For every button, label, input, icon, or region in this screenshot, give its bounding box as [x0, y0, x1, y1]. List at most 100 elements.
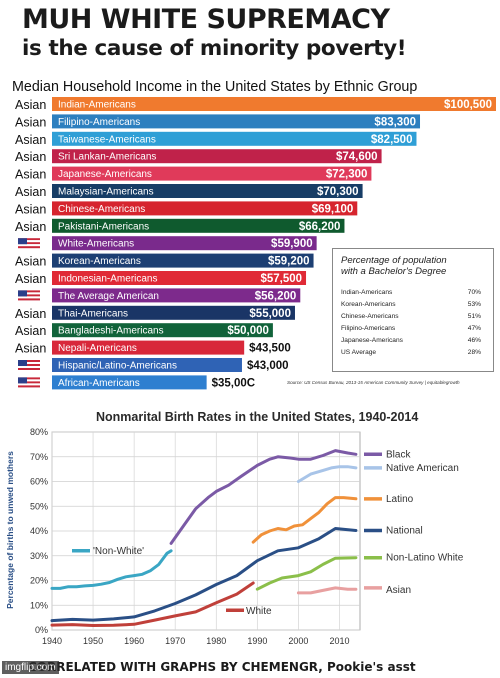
- income-bar: [52, 375, 207, 390]
- income-bar: [52, 305, 295, 320]
- degree-row: Filipino-Americans 47%: [341, 325, 487, 332]
- flag-stripe: [18, 238, 40, 241]
- degree-row-value: 47%: [467, 325, 481, 332]
- income-bar: [52, 288, 301, 303]
- income-bar-prefix: Asian: [15, 220, 46, 234]
- y-axis-label: Percentage of births to unwed mothers: [5, 451, 15, 609]
- income-bar: [52, 323, 273, 338]
- degree-row-label: US Average: [341, 349, 377, 356]
- x-tick-label: 1940: [42, 636, 62, 646]
- income-bar-prefix: Asian: [15, 133, 46, 147]
- meme-title-line-1: MUH WHITE SUPREMACY: [22, 4, 390, 35]
- income-bar-category-label: Korean-Americans: [58, 256, 141, 267]
- flag-stripe: [18, 246, 40, 249]
- y-tick-label: 30%: [30, 551, 48, 561]
- flag-canton: [18, 290, 27, 297]
- degree-row-value: 70%: [467, 289, 481, 296]
- flag-canton: [18, 360, 27, 366]
- income-bar-row: Asian Pakistani-Americans $66,200: [15, 218, 345, 234]
- income-bar-category-label: Japanese-Americans: [58, 169, 152, 180]
- x-tick-label: 2010: [329, 636, 349, 646]
- income-bar-row: Asian Filipino-Americans $83,300: [15, 114, 421, 129]
- income-bar-category-label: Bangladeshi-Americans: [58, 326, 164, 337]
- x-tick-label: 2000: [288, 636, 308, 646]
- flag-stripe: [18, 290, 40, 293]
- y-tick-label: 20%: [30, 576, 48, 586]
- income-bar-value-label: $83,300: [374, 116, 416, 128]
- y-tick-label: 0%: [35, 625, 48, 635]
- income-bar-chart: Asian Indian-Americans $100,500 Asian Filipi…: [15, 97, 496, 390]
- income-bar-row: Asian Thai-Americans $55,000: [15, 305, 295, 321]
- income-bar-value-label: $72,300: [326, 169, 368, 181]
- income-bar-value-label: $70,300: [317, 186, 359, 198]
- degree-row: Japanese-Americans 46%: [341, 337, 487, 344]
- degree-row-value: 28%: [467, 349, 481, 356]
- series-label: Non-Latino White: [386, 553, 464, 564]
- income-bar-category-label: Nepali-Americans: [58, 343, 137, 354]
- series-label: Native American: [386, 463, 459, 474]
- y-tick-label: 50%: [30, 501, 48, 511]
- flag-stripe: [18, 292, 40, 295]
- flag-stripe: [18, 296, 40, 299]
- income-bar-value-label: $50,000: [227, 325, 269, 337]
- income-bar-value-label: $43,000: [247, 360, 289, 372]
- income-bar-row: White-Americans $59,900: [18, 236, 317, 251]
- series-label: Asian: [386, 585, 411, 596]
- flag-stripe: [18, 385, 40, 388]
- y-tick-label: 10%: [30, 600, 48, 610]
- income-bar-category-label: Thai-Americans: [58, 308, 128, 319]
- income-bar-value-label: $56,200: [255, 290, 297, 302]
- flag-stripe: [18, 242, 40, 245]
- meme-title-line-2: is the cause of minority poverty!: [22, 36, 407, 61]
- income-bar-prefix: Asian: [15, 342, 46, 356]
- income-bar: [52, 253, 314, 268]
- x-tick-label: 1950: [83, 636, 103, 646]
- income-bar-row: Asian Korean-Americans $59,200: [15, 253, 314, 269]
- flag-stripe: [18, 377, 40, 380]
- income-bar-row: Asian Malaysian-Americans $70,300: [15, 184, 363, 199]
- income-bar-row: Asian Indonesian-Americans $57,500: [15, 271, 307, 286]
- income-bar-value-label: $55,000: [249, 308, 291, 320]
- us-flag-icon: [18, 360, 40, 370]
- flag-stripe: [18, 362, 40, 364]
- income-bar-category-label: The Average American: [58, 291, 159, 302]
- income-bar: [52, 97, 496, 111]
- income-bar-value-label: $59,200: [268, 256, 310, 268]
- flag-stripe: [18, 379, 40, 382]
- meme-footer: CORRELATED WITH GRAPHS BY CHEMENGR, Pook…: [28, 660, 416, 674]
- series-line: [296, 586, 358, 595]
- x-tick-label: 1980: [206, 636, 226, 646]
- income-bar-category-label: Pakistani-Americans: [58, 221, 149, 232]
- income-bar: [52, 236, 317, 251]
- income-bar-prefix: Asian: [15, 98, 46, 112]
- income-bar-category-label: Indian-Americans: [58, 100, 136, 111]
- income-bar-value-label: $66,200: [299, 221, 341, 233]
- income-bar: [52, 149, 382, 164]
- flag-stripe: [18, 244, 40, 247]
- income-bar-prefix: Asian: [15, 115, 46, 129]
- series-label: White: [246, 606, 272, 617]
- income-bar: [52, 271, 307, 285]
- flag-stripe: [18, 368, 40, 370]
- series-line: [251, 496, 358, 544]
- degree-row-label: Indian-Americans: [341, 289, 393, 296]
- income-bar-prefix: Asian: [15, 307, 46, 321]
- flag-stripe: [18, 360, 40, 362]
- degree-title-line-1: Percentage of population: [341, 255, 447, 266]
- income-bar-value-label: $100,500: [444, 99, 492, 111]
- degree-row-value: 46%: [467, 337, 481, 344]
- income-bar-value-label: $74,600: [336, 151, 378, 163]
- us-flag-icon: [18, 377, 40, 388]
- income-bar-category-label: Malaysian-Americans: [58, 187, 154, 198]
- income-bar: [52, 131, 417, 146]
- series-line: [50, 581, 255, 627]
- income-bar-row: Asian Indian-Americans $100,500: [15, 97, 496, 112]
- series-line: [50, 549, 173, 590]
- income-bar-category-label: White-Americans: [58, 239, 134, 250]
- income-bar-row: Asian Bangladeshi-Americans $50,000: [15, 323, 273, 338]
- series-line: [50, 527, 358, 623]
- income-bar-category-label: Hispanic/Latino-Americans: [58, 361, 177, 372]
- income-bar: [52, 201, 358, 216]
- x-tick-label: 1970: [165, 636, 185, 646]
- flag-stripe: [18, 364, 40, 366]
